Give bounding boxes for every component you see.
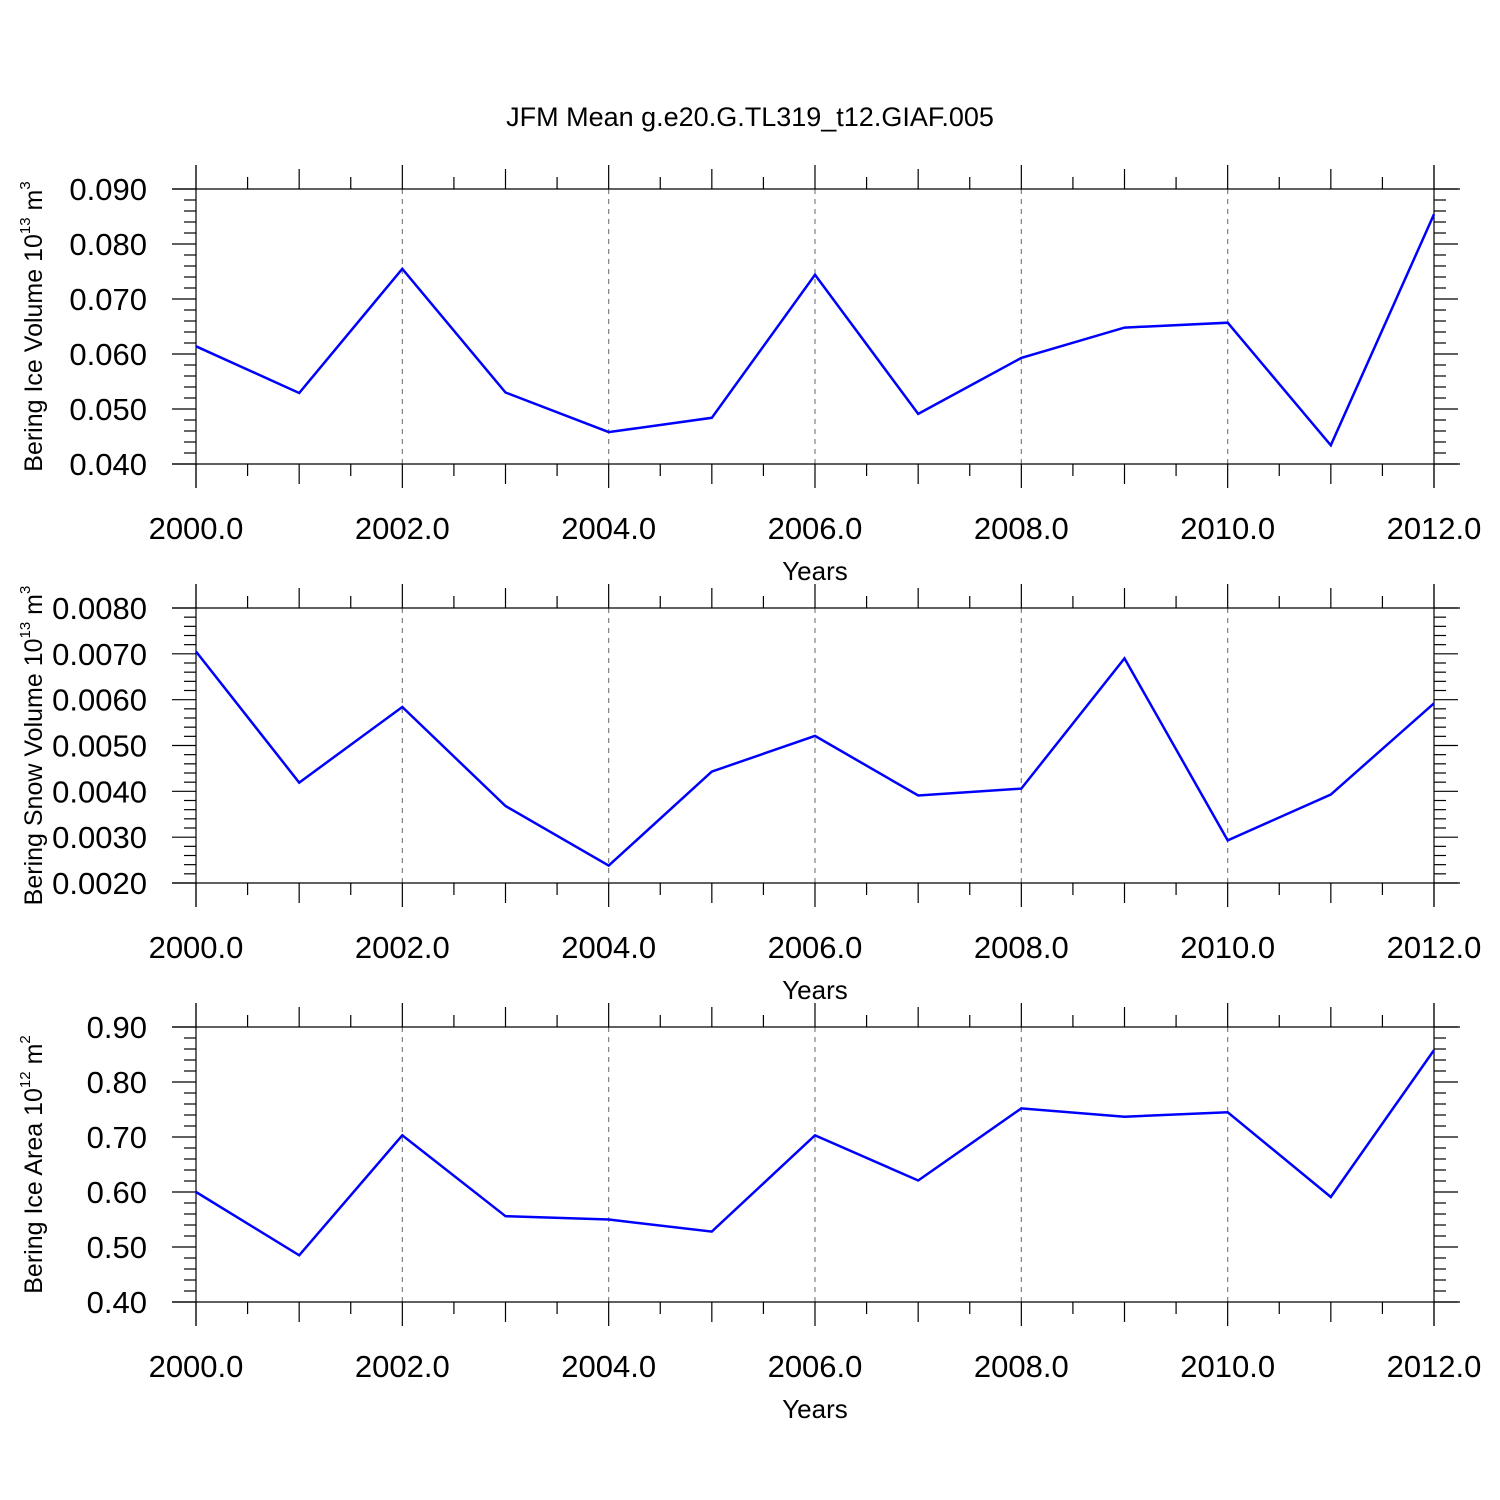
y-tick-label: 0.0020 bbox=[52, 866, 147, 901]
x-tick-label: 2008.0 bbox=[974, 930, 1069, 965]
y-axis-label-prefix: Bering Ice Volume 10 bbox=[20, 234, 48, 472]
x-tick-label: 2006.0 bbox=[768, 1349, 863, 1384]
series-line bbox=[195, 1049, 1436, 1257]
y-axis-label-exp: 13 bbox=[17, 622, 34, 639]
y-tick-label: 0.80 bbox=[87, 1065, 147, 1100]
y-tick-label: 0.070 bbox=[69, 282, 147, 317]
y-tick-label: 0.0060 bbox=[52, 683, 147, 718]
chart-panel-2: 0.0020 0.0030 0.0040 0.0050 0.0060 0.0070 0.00… bbox=[17, 584, 1481, 1005]
chart-panel-3: 0.40 0.50 0.60 0.70 0.80 0.90 2000.0 2002.0 2004… bbox=[17, 1003, 1481, 1424]
y-tick-label: 0.050 bbox=[69, 392, 147, 427]
y-axis-label-unit: m bbox=[20, 594, 48, 622]
y-tick-label: 0.0070 bbox=[52, 637, 147, 672]
y-axis-label: Bering Ice Area 1012 m2 bbox=[17, 1035, 48, 1294]
x-tick-label: 2012.0 bbox=[1387, 511, 1482, 546]
x-tick-label: 2002.0 bbox=[355, 1349, 450, 1384]
x-tick-label: 2012.0 bbox=[1387, 930, 1482, 965]
x-tick-label: 2004.0 bbox=[561, 930, 656, 965]
chart-panel-1: 0.040 0.050 0.060 0.070 0.080 0.090 2000.0 2002… bbox=[17, 165, 1481, 586]
y-axis-label: Bering Snow Volume 1013 m3 bbox=[17, 586, 48, 906]
y-tick-label: 0.090 bbox=[69, 172, 147, 207]
x-tick-label: 2010.0 bbox=[1180, 1349, 1275, 1384]
y-axis-label-unit: m bbox=[20, 1044, 48, 1072]
x-tick-label: 2000.0 bbox=[149, 511, 244, 546]
y-axis-label-exp: 13 bbox=[17, 217, 34, 234]
y-tick-label: 0.40 bbox=[87, 1285, 147, 1320]
figure-title: JFM Mean g.e20.G.TL319_t12.GIAF.005 bbox=[506, 102, 994, 132]
x-tick-label: 2012.0 bbox=[1387, 1349, 1482, 1384]
x-tick-label: 2006.0 bbox=[768, 511, 863, 546]
x-tick-label: 2000.0 bbox=[149, 1349, 244, 1384]
y-axis-label-prefix: Bering Ice Area 10 bbox=[20, 1088, 48, 1294]
y-tick-label: 0.0080 bbox=[52, 591, 147, 626]
y-tick-label: 0.0030 bbox=[52, 820, 147, 855]
y-axis-label-unit-exp: 2 bbox=[17, 1035, 34, 1043]
y-tick-label: 0.040 bbox=[69, 447, 147, 482]
x-tick-label: 2010.0 bbox=[1180, 511, 1275, 546]
x-tick-label: 2008.0 bbox=[974, 511, 1069, 546]
y-axis-label-unit-exp: 3 bbox=[17, 586, 34, 594]
y-tick-label: 0.060 bbox=[69, 337, 147, 372]
y-axis-label: Bering Ice Volume 1013 m3 bbox=[17, 181, 48, 471]
y-axis-label-unit-exp: 3 bbox=[17, 181, 34, 189]
x-axis-label: Years bbox=[782, 1394, 848, 1424]
x-tick-label: 2006.0 bbox=[768, 930, 863, 965]
y-tick-label: 0.90 bbox=[87, 1010, 147, 1045]
y-tick-label: 0.70 bbox=[87, 1120, 147, 1155]
x-tick-label: 2002.0 bbox=[355, 930, 450, 965]
series-line bbox=[195, 650, 1435, 868]
x-tick-label: 2010.0 bbox=[1180, 930, 1275, 965]
x-axis-label: Years bbox=[782, 975, 848, 1005]
y-tick-label: 0.0050 bbox=[52, 729, 147, 764]
x-axis-label: Years bbox=[782, 556, 848, 586]
x-tick-label: 2004.0 bbox=[561, 511, 656, 546]
y-axis-label-unit: m bbox=[20, 190, 48, 218]
x-tick-label: 2002.0 bbox=[355, 511, 450, 546]
x-tick-label: 2008.0 bbox=[974, 1349, 1069, 1384]
x-tick-label: 2004.0 bbox=[561, 1349, 656, 1384]
y-tick-label: 0.50 bbox=[87, 1230, 147, 1265]
x-tick-label: 2000.0 bbox=[149, 930, 244, 965]
y-tick-label: 0.0040 bbox=[52, 774, 147, 809]
y-tick-label: 0.60 bbox=[87, 1175, 147, 1210]
y-axis-label-prefix: Bering Snow Volume 10 bbox=[20, 638, 48, 905]
y-tick-label: 0.080 bbox=[69, 227, 147, 262]
y-axis-label-exp: 12 bbox=[17, 1071, 34, 1088]
